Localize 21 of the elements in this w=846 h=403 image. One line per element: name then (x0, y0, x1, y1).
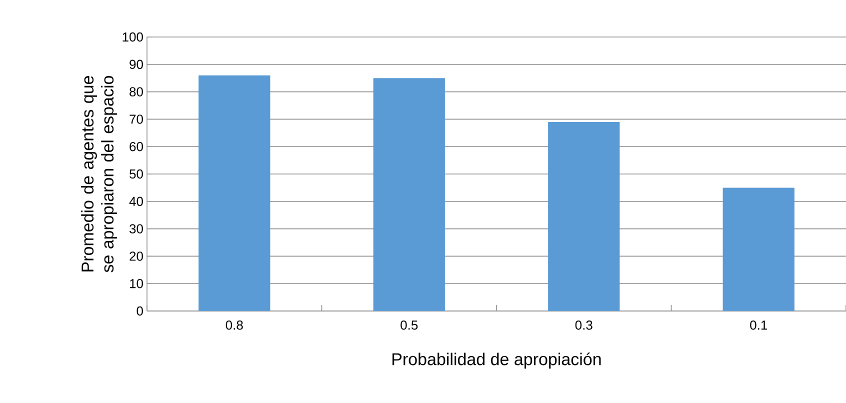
y-tick-label: 30 (130, 224, 143, 234)
y-tick-label: 60 (130, 142, 143, 152)
y-tick-label: 10 (130, 278, 143, 288)
bar (373, 78, 445, 311)
bar (722, 188, 794, 311)
x-tick-label: 0.5 (400, 320, 418, 330)
x-tick-label: 0.8 (226, 320, 243, 330)
y-axis-title: Promedio de agentes que se apropiaron del espacio (81, 76, 117, 272)
y-tick-label: 50 (130, 169, 143, 179)
y-tick-label: 40 (129, 196, 143, 206)
y-tick-label: 80 (130, 87, 143, 96)
x-tick-label: 0.3 (575, 320, 592, 330)
x-axis-title: Probabilidad de apropiación (392, 352, 601, 369)
bar (548, 122, 620, 311)
y-tick-label: 0 (136, 306, 143, 316)
y-tick-label: 70 (130, 114, 143, 124)
x-tick-label: 0.1 (750, 320, 768, 330)
y-tick-label: 100 (122, 32, 143, 42)
y-tick-label: 20 (130, 252, 143, 261)
y-tick-label: 90 (130, 60, 143, 69)
bar (198, 75, 270, 311)
